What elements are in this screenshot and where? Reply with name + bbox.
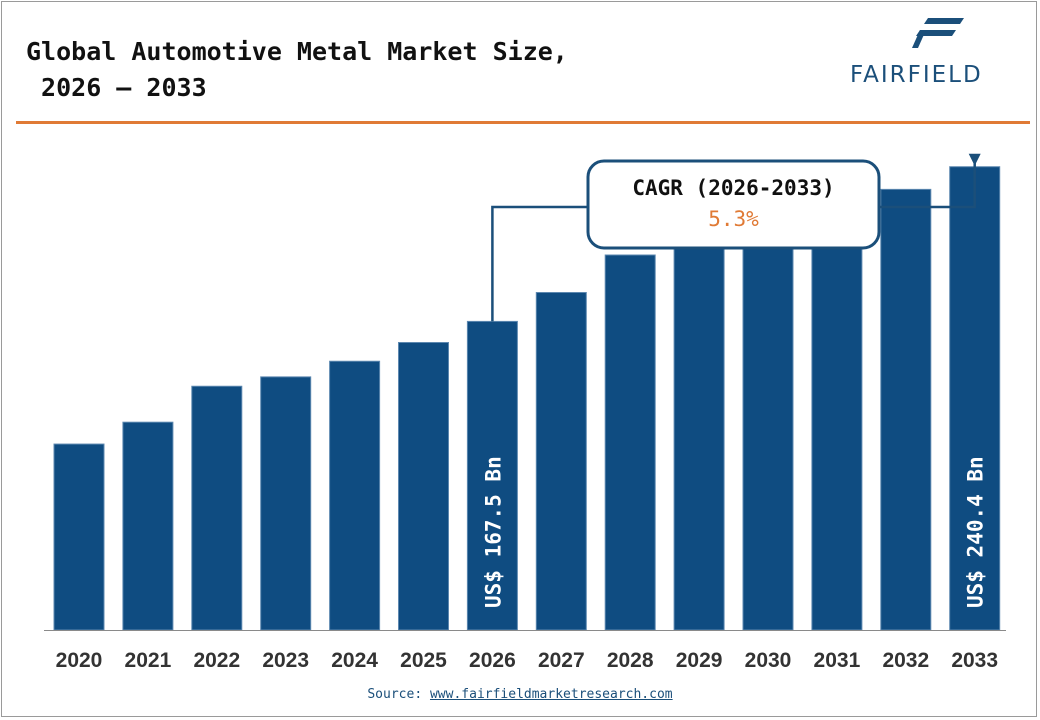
x-tick-label-2026: 2026 xyxy=(469,649,516,672)
cagr-box xyxy=(586,159,881,250)
bar-2033 xyxy=(949,166,1001,631)
brand-name: FAIRFIELD xyxy=(850,62,983,88)
x-tick-label-2031: 2031 xyxy=(814,649,861,672)
x-tick-label-2032: 2032 xyxy=(882,649,929,672)
bar-2022 xyxy=(191,385,243,631)
bar-2020 xyxy=(53,443,105,631)
bar-2025 xyxy=(398,342,449,631)
source-link[interactable]: www.fairfieldmarketresearch.com xyxy=(429,687,673,702)
header-divider xyxy=(16,121,1030,124)
x-tick-label-2022: 2022 xyxy=(193,649,240,672)
data-label-2033: US$ 240.4 Bn xyxy=(964,456,988,608)
data-label-2026: US$ 167.5 Bn xyxy=(481,456,505,608)
bar-2024 xyxy=(329,360,381,631)
cagr-connector-right xyxy=(879,154,976,209)
x-tick-label-2030: 2030 xyxy=(745,649,792,672)
bar-2021 xyxy=(122,421,174,631)
bar-2023 xyxy=(260,376,312,631)
x-tick-label-2029: 2029 xyxy=(676,649,723,672)
x-tick-label-2021: 2021 xyxy=(125,649,172,672)
cagr-arrowhead-icon xyxy=(968,153,981,166)
logo-mark-icon xyxy=(912,18,964,48)
x-tick-label-2020: 2020 xyxy=(56,649,103,672)
cagr-title: CAGR (2026-2033) xyxy=(632,176,834,200)
source-label: Source: xyxy=(367,687,423,702)
chart-title: Global Automotive Metal Market Size, 202… xyxy=(26,34,568,106)
x-tick-label-2033: 2033 xyxy=(951,649,998,672)
x-tick-label-2027: 2027 xyxy=(538,649,585,672)
bar-2032 xyxy=(880,188,932,631)
bar-2026 xyxy=(466,320,518,631)
bar-2031 xyxy=(811,209,863,631)
fairfield-logo xyxy=(912,18,964,48)
chart-title-line-1: Global Automotive Metal Market Size, xyxy=(26,37,568,66)
cagr-value: 5.3% xyxy=(708,207,759,231)
x-tick-label-2028: 2028 xyxy=(607,649,654,672)
x-tick-label-2025: 2025 xyxy=(400,649,447,672)
chart-title-line-2: 2026 – 2033 xyxy=(26,73,207,102)
cagr-connector-left xyxy=(491,205,588,322)
bar-2030 xyxy=(742,232,794,631)
bar-2028 xyxy=(604,254,656,631)
bar-2027 xyxy=(535,292,587,631)
bar-2029 xyxy=(673,234,725,631)
source-line: Source: www.fairfieldmarketresearch.com xyxy=(0,687,1040,702)
x-tick-label-2023: 2023 xyxy=(262,649,309,672)
x-tick-label-2024: 2024 xyxy=(331,649,378,672)
